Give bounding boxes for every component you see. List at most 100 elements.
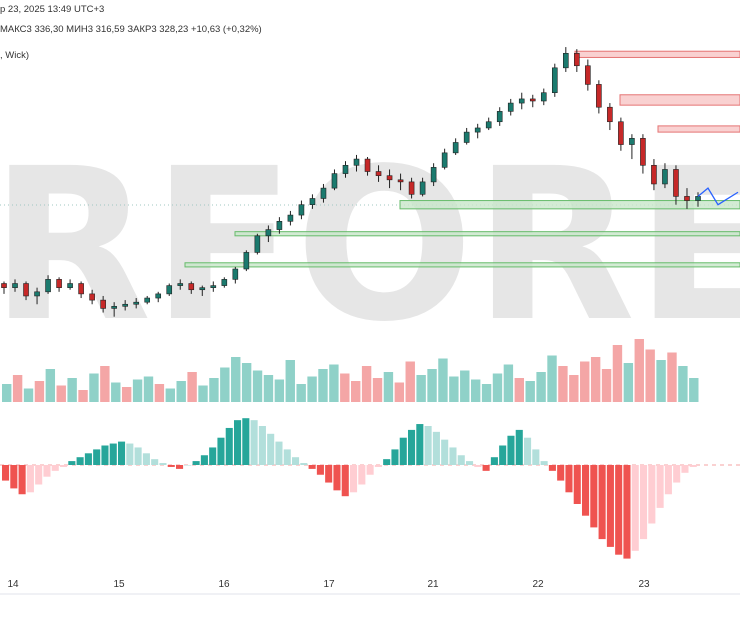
histogram-bar [68, 461, 76, 465]
histogram-bar [466, 461, 474, 465]
histogram-bar [242, 418, 250, 465]
support-zone [234, 231, 740, 237]
volume-bar [525, 381, 535, 402]
candle-body [574, 52, 580, 67]
volume-bar [481, 384, 492, 402]
volume-bar [285, 360, 295, 402]
candle-body [474, 127, 481, 133]
volume-bar [220, 367, 230, 402]
volume-bar [12, 375, 23, 402]
histogram-bar [101, 445, 109, 465]
histogram-bar [142, 453, 150, 465]
histogram-bar [341, 465, 349, 497]
histogram-bar [424, 426, 432, 465]
volume-bar [547, 355, 557, 402]
volume-bar [427, 369, 437, 402]
volume-bar [438, 358, 448, 402]
histogram-bar [200, 455, 208, 465]
volume-bar [569, 375, 579, 402]
histogram-bar [308, 465, 316, 469]
candle-body [507, 102, 514, 112]
candle-body [100, 299, 106, 309]
volume-bar [361, 366, 372, 402]
candle-body [122, 303, 128, 307]
volume-bar [241, 363, 252, 402]
histogram-bar [664, 465, 672, 495]
candle-body [673, 169, 679, 197]
histogram-bar [18, 465, 26, 495]
histogram-bar [532, 449, 540, 465]
candle-body [331, 173, 338, 189]
histogram-bar [225, 427, 233, 465]
volume-bar [492, 373, 503, 402]
volume-bar [67, 378, 77, 402]
candle-body [551, 67, 558, 94]
histogram-bar [441, 439, 449, 465]
volume-bar [470, 379, 481, 402]
histogram-bar [167, 465, 175, 467]
histogram-bar [499, 445, 507, 465]
volume-bar [405, 361, 415, 402]
histogram-bar [151, 459, 159, 465]
volume-layer [2, 339, 699, 402]
candle-body [585, 65, 591, 85]
histogram-bar [76, 457, 84, 465]
volume-bar [580, 361, 590, 402]
histogram-bar [60, 465, 68, 467]
histogram-bar [10, 465, 18, 489]
histogram-bar [524, 437, 532, 465]
candle-body [177, 283, 184, 286]
histogram-bar [118, 441, 126, 465]
candle-body [111, 306, 117, 309]
candle-body [265, 229, 272, 237]
histogram-bar [474, 465, 482, 467]
histogram-bar [490, 457, 498, 465]
histogram-bar [176, 465, 184, 469]
histogram-bar [109, 443, 117, 465]
candle-body [408, 181, 415, 195]
candle-body [662, 169, 668, 185]
histogram-bar [283, 449, 291, 465]
volume-bar [372, 378, 383, 402]
volume-bar [351, 381, 361, 402]
volume-bar [329, 364, 339, 402]
volume-bar [416, 375, 426, 402]
candle-body [221, 279, 228, 286]
histogram-bar [134, 447, 142, 465]
candle-body [430, 167, 437, 183]
histogram-bar [606, 465, 614, 547]
volume-bar [678, 366, 688, 402]
volume-bar [460, 370, 470, 402]
histogram-bar [565, 465, 573, 493]
histogram-bar [234, 420, 242, 465]
x-tick-label: 14 [7, 579, 19, 590]
histogram-bar [333, 465, 341, 491]
volume-bar [143, 376, 154, 402]
candle-body [441, 152, 448, 168]
candle-body [67, 283, 73, 288]
histogram-bar [656, 465, 664, 508]
candle-body [232, 268, 239, 280]
price-zones [184, 50, 740, 268]
histogram-bar [482, 465, 490, 471]
histogram-bar [126, 443, 134, 465]
volume-bar [307, 376, 317, 402]
histogram-bar [515, 429, 523, 465]
candle-body [309, 198, 316, 206]
x-tick-label: 23 [638, 579, 650, 590]
histogram-bar [416, 424, 424, 465]
candle-body [485, 121, 492, 129]
histogram-bar [292, 457, 300, 465]
candle-body [463, 131, 470, 143]
histogram-bar [615, 465, 623, 555]
volume-bar [296, 384, 306, 402]
candle-body [452, 142, 459, 154]
volume-bar [656, 360, 666, 402]
histogram-bar [457, 455, 465, 465]
volume-bar [252, 370, 263, 402]
volume-bar [100, 366, 110, 402]
histogram-bar [689, 465, 697, 467]
candle-body [34, 291, 40, 297]
histogram-bar [582, 465, 590, 516]
